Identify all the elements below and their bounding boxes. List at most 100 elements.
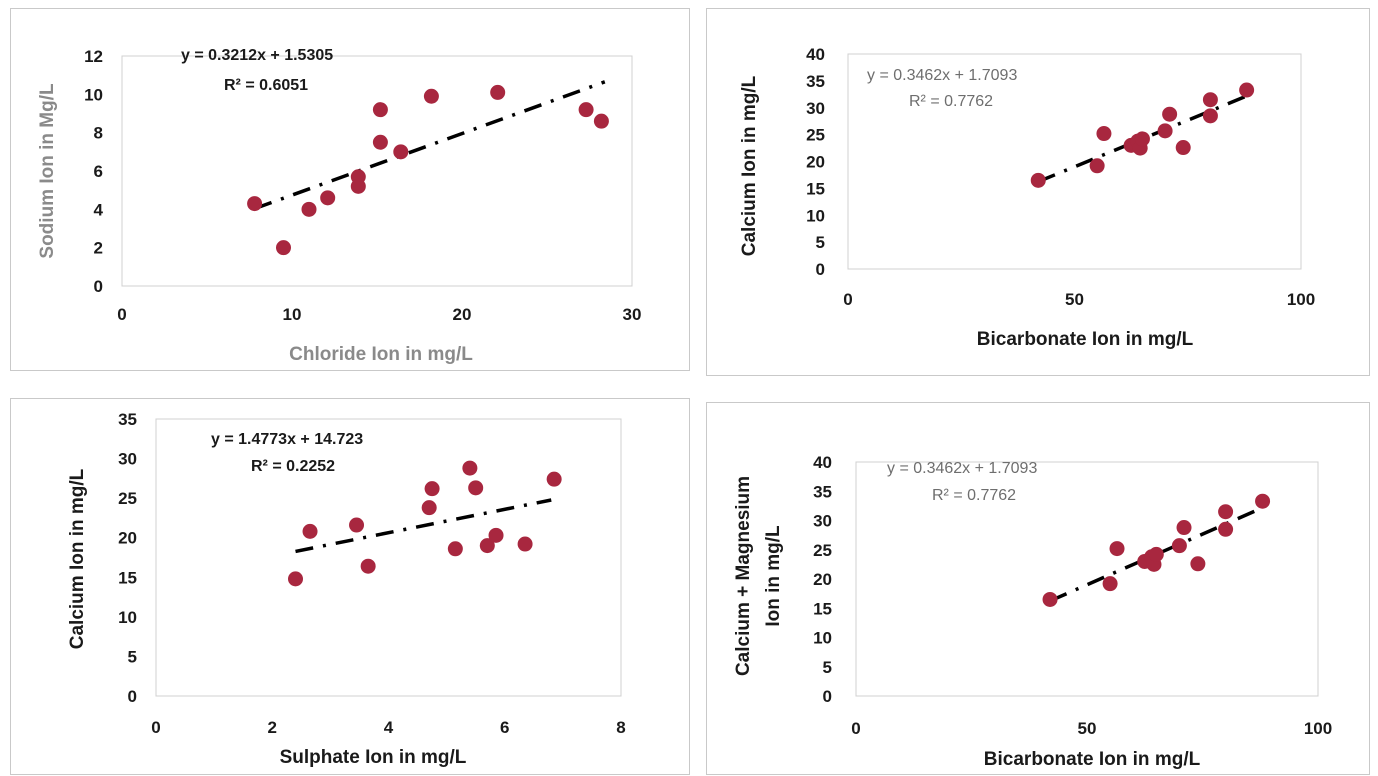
chart-panel-sodium-chloride: 0 2 4 6 8 10 12 0 10 20 30 y = 0.3212x + 1.5305 R² =…	[10, 8, 690, 371]
y-tick-label: 40	[813, 453, 832, 472]
y-tick-label: 25	[806, 126, 825, 145]
data-point	[593, 113, 609, 129]
y-tick-label: 0	[823, 687, 832, 706]
y-tick-label: 6	[94, 162, 103, 181]
x-tick-label: 50	[1078, 719, 1097, 738]
y-tick-label: 15	[806, 179, 825, 198]
data-point	[1148, 546, 1164, 562]
y-axis-title: Calcium Ion in mg/L	[67, 468, 88, 649]
data-point	[1202, 108, 1218, 124]
plot-area	[847, 53, 1302, 270]
y-tick-label: 10	[84, 85, 103, 104]
y-tick-label: 35	[118, 410, 137, 429]
data-point	[360, 558, 376, 574]
y-tick-label: 2	[94, 239, 103, 258]
y-tick-label: 4	[94, 200, 104, 219]
x-tick-label: 8	[616, 718, 625, 737]
y-tick-label: 0	[128, 687, 137, 706]
x-tick-label: 6	[500, 718, 509, 737]
data-point	[372, 134, 388, 150]
data-point	[1190, 556, 1206, 572]
data-point	[1239, 82, 1255, 98]
data-point	[447, 541, 463, 557]
plot-area	[155, 418, 622, 697]
y-axis-title: Calcium + Magnesium	[733, 476, 754, 676]
r-squared-label: R² = 0.2252	[251, 458, 335, 475]
data-point	[1134, 131, 1150, 147]
y-tick-label: 25	[118, 489, 137, 508]
data-point	[349, 517, 365, 533]
trend-line	[295, 498, 552, 554]
data-point	[1255, 493, 1271, 509]
cropped-top-strip	[0, 0, 1378, 8]
x-tick-label: 0	[151, 718, 160, 737]
x-tick-label: 0	[843, 290, 852, 309]
y-axis-title: Sodium Ion in Mg/L	[37, 83, 58, 259]
data-point	[1218, 521, 1234, 537]
data-point	[320, 190, 336, 206]
y-axis-title: Calcium Ion in mg/L	[739, 75, 760, 256]
data-point	[393, 144, 409, 160]
y-tick-label: 0	[94, 277, 103, 296]
x-tick-label: 2	[268, 718, 277, 737]
y-tick-label: 5	[128, 647, 137, 666]
y-tick-label: 35	[813, 482, 832, 501]
y-tick-label: 20	[806, 153, 825, 172]
camg-bicarbonate-scatter: 0 5 10 15 20 25 30 35 40 0 50 100 y = 0.3462x + 1.70…	[733, 453, 1332, 770]
x-tick-label: 4	[384, 718, 394, 737]
data-point	[1202, 92, 1218, 108]
data-point	[1089, 158, 1105, 174]
x-tick-label: 30	[623, 305, 642, 324]
x-tick-label: 0	[117, 305, 126, 324]
y-tick-label: 30	[118, 450, 137, 469]
calcium-bicarbonate-scatter: 0 5 10 15 20 25 30 35 40 0 50 100 y = 0.3462x + 1.70…	[739, 45, 1315, 350]
y-tick-label: 40	[806, 45, 825, 64]
data-point	[372, 102, 388, 118]
data-point	[1109, 541, 1125, 557]
y-tick-label: 15	[813, 599, 832, 618]
data-point	[1157, 123, 1173, 139]
y-tick-label: 8	[94, 124, 103, 143]
y-tick-label: 12	[84, 47, 103, 66]
y-tick-label: 0	[816, 260, 825, 279]
data-point	[1042, 591, 1058, 607]
data-point	[421, 500, 437, 516]
y-axis-title: Ion in mg/L	[763, 525, 784, 627]
data-point	[302, 523, 318, 539]
y-tick-label: 30	[813, 512, 832, 531]
y-tick-label: 10	[118, 608, 137, 627]
data-point	[424, 481, 440, 497]
plot-area	[121, 55, 633, 287]
data-point	[490, 84, 506, 100]
data-point	[517, 536, 533, 552]
y-tick-label: 35	[806, 72, 825, 91]
x-axis-title: Bicarbonate Ion in mg/L	[984, 749, 1201, 770]
x-tick-label: 10	[283, 305, 302, 324]
x-tick-label: 0	[851, 719, 860, 738]
calcium-sulphate-scatter: 0 5 10 15 20 25 30 35 0 2 4 6 8 y = 1.4773x + 14.723 R…	[67, 410, 626, 768]
plot-area	[855, 461, 1319, 697]
data-point	[276, 240, 291, 256]
trendline-equation: y = 0.3462x + 1.7093	[867, 67, 1017, 84]
data-point	[462, 460, 478, 476]
data-point	[423, 88, 439, 104]
data-point	[479, 538, 495, 554]
r-squared-label: R² = 0.6051	[224, 77, 308, 94]
chart-panel-calcium-sulphate: 0 5 10 15 20 25 30 35 0 2 4 6 8 y = 1.4773x + 14.723 R…	[10, 398, 690, 775]
y-tick-label: 15	[118, 568, 137, 587]
y-tick-label: 5	[816, 233, 825, 252]
data-point	[546, 471, 562, 487]
r-squared-label: R² = 0.7762	[909, 93, 993, 110]
y-tick-label: 20	[118, 529, 137, 548]
data-point	[1175, 140, 1191, 156]
x-tick-label: 100	[1304, 719, 1332, 738]
data-point	[1096, 126, 1112, 142]
data-point	[288, 571, 303, 587]
y-tick-label: 30	[806, 99, 825, 118]
data-point	[247, 196, 263, 212]
data-point	[578, 102, 594, 118]
sodium-chloride-scatter: 0 2 4 6 8 10 12 0 10 20 30 y = 0.3212x + 1.5305 R² =…	[37, 47, 642, 365]
x-tick-label: 100	[1287, 290, 1315, 309]
r-squared-label: R² = 0.7762	[932, 487, 1016, 504]
trendline-equation: y = 0.3462x + 1.7093	[887, 460, 1037, 477]
